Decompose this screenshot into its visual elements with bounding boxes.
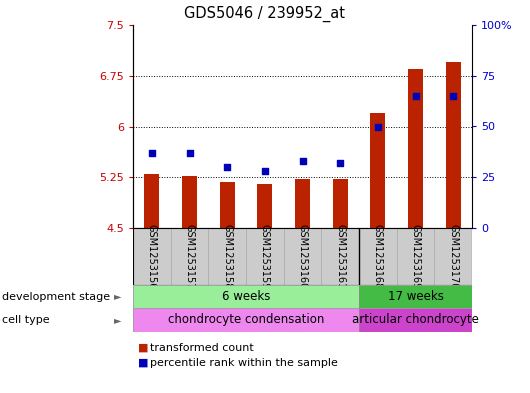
Text: ■: ■ [138, 343, 148, 353]
Bar [434, 228, 472, 285]
Bar [257, 184, 272, 228]
Bar [295, 179, 310, 228]
Text: ■: ■ [138, 358, 148, 368]
Bar [133, 308, 359, 332]
Bar [133, 228, 171, 285]
Text: GSM1253169: GSM1253169 [411, 224, 420, 289]
Text: ►: ► [114, 292, 122, 301]
Point [449, 93, 457, 99]
Text: percentile rank within the sample: percentile rank within the sample [150, 358, 338, 368]
Text: 6 weeks: 6 weeks [222, 290, 270, 303]
Point [336, 160, 344, 166]
Point [223, 164, 232, 170]
Point [261, 168, 269, 174]
Point [411, 93, 420, 99]
Bar [321, 228, 359, 285]
Text: chondrocyte condensation: chondrocyte condensation [168, 314, 324, 327]
Text: GDS5046 / 239952_at: GDS5046 / 239952_at [184, 6, 346, 22]
Bar [219, 182, 235, 228]
Text: GSM1253168: GSM1253168 [373, 224, 383, 289]
Text: GSM1253156: GSM1253156 [147, 224, 157, 289]
Text: GSM1253159: GSM1253159 [260, 224, 270, 289]
Text: development stage: development stage [2, 292, 110, 301]
Bar [359, 228, 396, 285]
Bar [246, 228, 284, 285]
Bar [182, 176, 197, 228]
Text: GSM1253158: GSM1253158 [222, 224, 232, 289]
Text: articular chondrocyte: articular chondrocyte [352, 314, 479, 327]
Bar [370, 113, 385, 228]
Point [147, 150, 156, 156]
Text: 17 weeks: 17 weeks [387, 290, 444, 303]
Bar [359, 308, 472, 332]
Bar [446, 62, 461, 228]
Point [298, 158, 307, 164]
Text: GSM1253170: GSM1253170 [448, 224, 458, 289]
Text: cell type: cell type [2, 315, 50, 325]
Text: GSM1253157: GSM1253157 [184, 224, 195, 289]
Text: GSM1253160: GSM1253160 [297, 224, 307, 289]
Bar [144, 174, 160, 228]
Point [374, 123, 382, 130]
Bar [396, 228, 434, 285]
Text: transformed count: transformed count [150, 343, 254, 353]
Text: ►: ► [114, 315, 122, 325]
Bar [284, 228, 321, 285]
Bar [171, 228, 208, 285]
Text: GSM1253161: GSM1253161 [335, 224, 345, 289]
Bar [408, 69, 423, 228]
Bar [333, 179, 348, 228]
Bar [208, 228, 246, 285]
Point [186, 150, 194, 156]
Bar [359, 285, 472, 308]
Bar [133, 285, 359, 308]
